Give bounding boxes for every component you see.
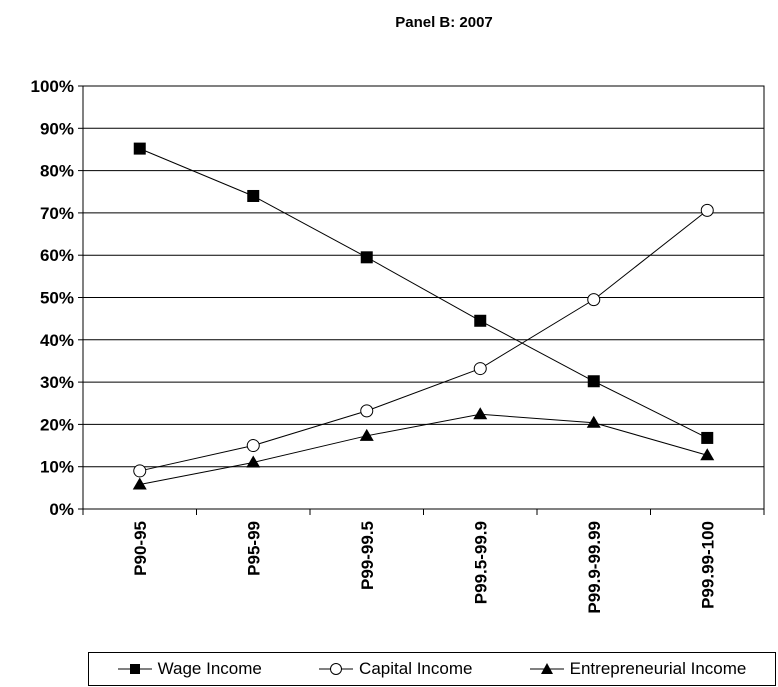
legend-marker-triangle-icon: [529, 663, 564, 674]
data-point-capital: [473, 362, 487, 376]
y-tick-label: 60%: [40, 246, 74, 265]
chart-title: Panel B: 2007: [395, 14, 493, 31]
series-line-0: [139, 148, 708, 439]
y-tick-label: 100%: [31, 77, 74, 96]
data-point-wage: [474, 314, 487, 327]
data-point-entrepreneurial: [132, 477, 147, 490]
data-point-capital: [587, 293, 601, 307]
data-point-wage: [133, 142, 146, 155]
legend-marker-circle-icon: [319, 663, 354, 675]
legend-item-wage: Wage Income: [117, 659, 262, 679]
legend-marker-square-icon: [117, 664, 152, 674]
legend-label-wage: Wage Income: [157, 659, 262, 678]
data-point-entrepreneurial: [473, 407, 488, 420]
y-tick-label: 80%: [40, 162, 74, 181]
y-tick-label: 70%: [40, 204, 74, 223]
y-tick-label: 10%: [40, 458, 74, 477]
x-tick-label: P99.99-100: [698, 521, 717, 609]
y-tick-label: 50%: [40, 289, 74, 308]
y-tick-label: 40%: [40, 331, 74, 350]
data-point-entrepreneurial: [586, 415, 601, 428]
y-tick-label: 20%: [40, 415, 74, 434]
data-point-wage: [360, 251, 373, 264]
x-tick-label: P99.9-99.99: [585, 521, 604, 614]
legend: Wage Income Capital Income Entrepreneuri…: [88, 652, 776, 686]
data-point-capital: [246, 439, 260, 453]
data-point-wage: [587, 375, 600, 388]
y-tick-label: 30%: [40, 373, 74, 392]
data-point-wage: [701, 431, 714, 444]
chart-plot: 0% 10% 20% 30% 40% 50% 60% 70% 80% 90% 100% P90-95 P…: [31, 77, 765, 614]
data-point-entrepreneurial: [246, 455, 261, 468]
x-tick-label: P95-99: [244, 521, 263, 576]
legend-item-capital: Capital Income: [319, 659, 472, 679]
x-tick-label: P99-99.5: [358, 521, 377, 590]
data-point-wage: [247, 189, 260, 202]
x-tick-label: P99.5-99.9: [471, 521, 490, 604]
data-point-capital: [360, 404, 374, 418]
y-tick-label: 0%: [49, 500, 74, 519]
data-point-capital: [133, 464, 147, 478]
series-line-2: [139, 413, 708, 485]
legend-label-capital: Capital Income: [359, 659, 473, 678]
legend-label-entrepreneurial: Entrepreneurial Income: [569, 659, 747, 678]
data-point-capital: [700, 203, 714, 217]
y-tick-label: 90%: [40, 119, 74, 138]
legend-item-entrepreneurial: Entrepreneurial Income: [529, 659, 747, 679]
data-point-entrepreneurial: [359, 428, 374, 441]
data-point-entrepreneurial: [700, 448, 715, 461]
x-tick-label: P90-95: [131, 521, 150, 576]
series-line-1: [139, 209, 708, 472]
